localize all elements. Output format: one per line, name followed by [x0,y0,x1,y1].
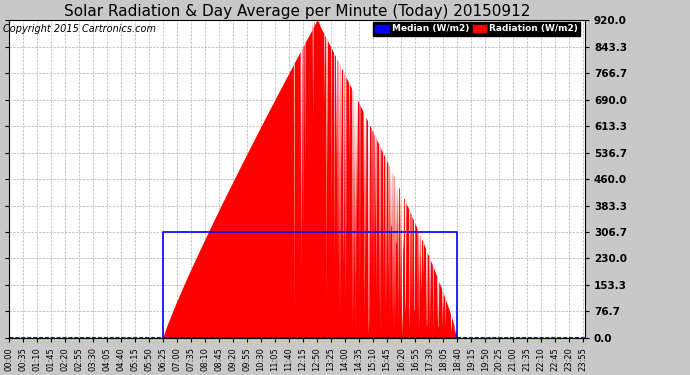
Title: Solar Radiation & Day Average per Minute (Today) 20150912: Solar Radiation & Day Average per Minute… [63,4,530,19]
Legend: Median (W/m2), Radiation (W/m2): Median (W/m2), Radiation (W/m2) [373,22,580,36]
Text: Copyright 2015 Cartronics.com: Copyright 2015 Cartronics.com [3,24,157,34]
